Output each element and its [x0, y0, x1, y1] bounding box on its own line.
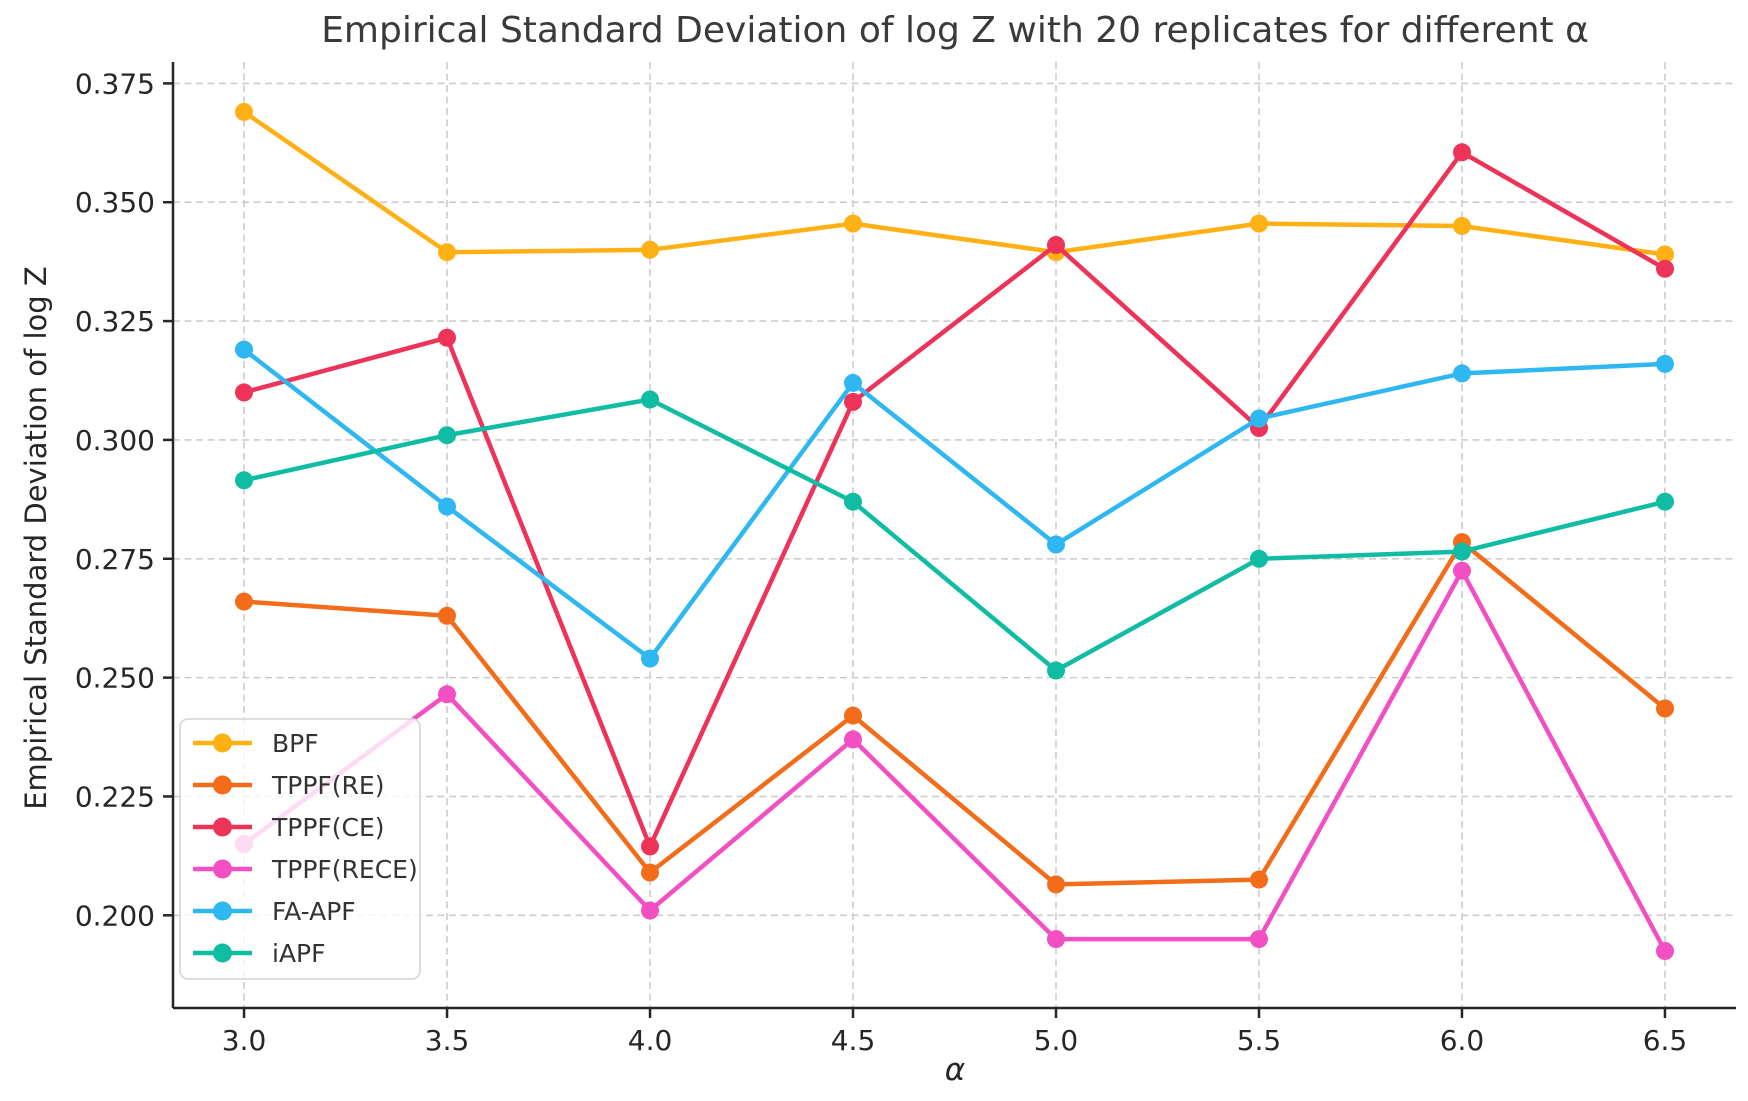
- series-line-FA-APF: [241, 347, 1668, 661]
- data-point-TPPF(CE): [1047, 236, 1065, 254]
- legend-marker: [213, 859, 232, 879]
- data-point-BPF: [844, 214, 862, 233]
- data-point-BPF: [438, 243, 456, 262]
- x-tick-label: 5.0: [1034, 1024, 1079, 1057]
- data-point-TPPF(RECE): [844, 730, 862, 749]
- data-point-TPPF(CE): [1453, 143, 1471, 162]
- data-point-TPPF(CE): [235, 383, 253, 402]
- series-group: [235, 102, 1674, 960]
- series-line-TPPF(CE): [241, 150, 1668, 849]
- data-point-FA-APF: [1656, 354, 1674, 373]
- data-point-BPF: [1250, 214, 1268, 233]
- data-point-TPPF(RECE): [438, 685, 456, 704]
- data-point-FA-APF: [1250, 409, 1268, 428]
- data-point-iAPF: [844, 492, 862, 511]
- data-point-iAPF: [641, 390, 659, 409]
- legend-item-iAPF: iAPF: [193, 939, 326, 968]
- legend-item-FA-APF: FA-APF: [193, 897, 356, 926]
- data-point-TPPF(RE): [844, 706, 862, 725]
- data-point-iAPF: [1453, 542, 1471, 561]
- x-axis-label: α: [944, 1052, 966, 1088]
- data-point-TPPF(RE): [235, 592, 253, 611]
- legend-item-TPPF(CE): TPPF(CE): [193, 813, 385, 842]
- data-point-TPPF(CE): [438, 328, 456, 347]
- data-point-FA-APF: [1453, 364, 1471, 383]
- x-tick-label: 6.0: [1440, 1024, 1485, 1057]
- series-line-BPF: [241, 109, 1668, 257]
- data-point-iAPF: [1250, 549, 1268, 568]
- series-line-TPPF(RECE): [241, 568, 1668, 954]
- data-point-TPPF(RECE): [1250, 930, 1268, 949]
- data-point-TPPF(RECE): [1047, 930, 1065, 949]
- legend-item-TPPF(RECE): TPPF(RECE): [193, 855, 418, 884]
- x-tick-label: 6.5: [1643, 1024, 1688, 1057]
- series-line-TPPF(RE): [241, 539, 1668, 887]
- data-point-iAPF: [235, 471, 253, 490]
- gridlines: [173, 62, 1736, 1008]
- y-tick-label: 0.275: [75, 543, 155, 576]
- legend-label: FA-APF: [272, 897, 356, 926]
- y-tick-label: 0.300: [75, 424, 155, 457]
- data-point-iAPF: [1047, 661, 1065, 680]
- chart-title: Empirical Standard Deviation of log Z wi…: [321, 10, 1589, 51]
- x-tick-label: 3.0: [222, 1024, 267, 1057]
- legend-marker: [213, 775, 232, 795]
- legend-label: iAPF: [272, 939, 326, 968]
- y-tick-label: 0.225: [75, 780, 155, 813]
- legend-marker: [213, 817, 232, 837]
- data-point-TPPF(RECE): [641, 901, 659, 920]
- data-point-TPPF(RE): [641, 863, 659, 882]
- data-point-FA-APF: [235, 340, 253, 359]
- x-tick-label: 4.0: [628, 1024, 673, 1057]
- y-axis-label: Empirical Standard Deviation of log Z: [19, 266, 53, 810]
- legend-marker: [213, 901, 232, 921]
- data-point-TPPF(RE): [1250, 870, 1268, 889]
- legend-label: TPPF(RE): [271, 771, 384, 800]
- legend-item-TPPF(RE): TPPF(RE): [193, 771, 384, 800]
- data-point-FA-APF: [1047, 535, 1065, 554]
- data-point-TPPF(RE): [1656, 699, 1674, 718]
- data-point-TPPF(CE): [641, 837, 659, 856]
- data-point-TPPF(CE): [1656, 259, 1674, 278]
- data-point-iAPF: [1656, 492, 1674, 511]
- data-point-TPPF(RECE): [1656, 942, 1674, 960]
- y-tick-label: 0.250: [75, 662, 155, 695]
- legend-label: BPF: [272, 729, 319, 758]
- data-point-TPPF(RE): [438, 606, 456, 625]
- x-tick-label: 3.5: [425, 1024, 470, 1057]
- data-point-BPF: [235, 102, 253, 121]
- data-point-iAPF: [438, 426, 456, 445]
- data-point-FA-APF: [641, 649, 659, 668]
- legend-marker: [213, 733, 232, 753]
- y-tick-label: 0.200: [75, 899, 155, 932]
- data-point-TPPF(CE): [844, 392, 862, 411]
- data-point-FA-APF: [844, 373, 862, 392]
- legend-marker: [213, 943, 232, 963]
- legend-label: TPPF(CE): [271, 813, 385, 842]
- y-tick-label: 0.375: [75, 67, 155, 100]
- legend-item-BPF: BPF: [193, 729, 319, 758]
- axes: 0.375 0.350 0.325 0.300 0.275 0.250 0.225 0.200…: [75, 62, 1736, 1057]
- series-line-iAPF: [241, 397, 1668, 673]
- data-point-BPF: [1656, 245, 1674, 264]
- y-tick-label: 0.350: [75, 186, 155, 219]
- x-tick-label: 4.5: [831, 1024, 876, 1057]
- data-point-TPPF(RE): [1047, 875, 1065, 894]
- x-tick-label: 5.5: [1237, 1024, 1282, 1057]
- data-point-FA-APF: [438, 497, 456, 516]
- data-point-TPPF(RECE): [1453, 561, 1471, 580]
- y-tick-label: 0.325: [75, 305, 155, 338]
- legend: BPF TPPF(RE) TPPF(CE) TPPF(RECE) FA-APF iAPF: [179, 718, 421, 980]
- legend-label: TPPF(RECE): [271, 855, 418, 884]
- data-point-BPF: [1453, 217, 1471, 235]
- data-point-BPF: [641, 240, 659, 259]
